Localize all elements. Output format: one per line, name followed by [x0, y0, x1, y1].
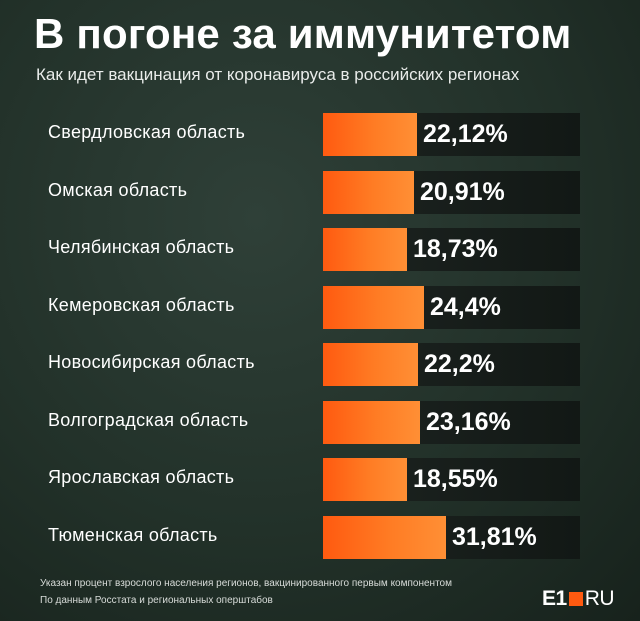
category-label: Волгоградская область [48, 409, 249, 430]
chart-subtitle: Как идет вакцинация от коронавируса в ро… [36, 65, 520, 84]
data-label: 18,55% [413, 465, 498, 493]
bar [323, 343, 418, 386]
bar [323, 113, 417, 156]
bar-row: Тюменская область 31,81% [0, 511, 640, 561]
bar-track: 18,55% [323, 458, 580, 501]
logo-square-icon [568, 592, 583, 606]
data-label: 22,12% [423, 120, 508, 148]
logo-suffix: RU [584, 587, 615, 610]
chart-title: В погоне за иммунитетом [34, 10, 572, 57]
data-label: 22,2% [424, 350, 495, 378]
bar-row: Ярославская область 18,55% [0, 453, 640, 503]
data-label: 31,81% [452, 522, 537, 551]
bar-track: 20,91% [323, 170, 580, 214]
bar [323, 170, 414, 214]
bar-row: Омская область 20,91% [0, 166, 640, 216]
bar-track: 18,73% [323, 228, 580, 271]
category-label: Омская область [48, 179, 188, 200]
data-label: 20,91% [420, 177, 505, 206]
bar-track: 22,2% [323, 343, 580, 386]
bar-row: Новосибирская область 22,2% [0, 338, 640, 388]
bar-row: Свердловская область 22,12% [0, 108, 640, 158]
category-label: Тюменская область [48, 524, 218, 545]
bar [323, 228, 407, 271]
e1-logo[interactable]: E1 RU [542, 587, 622, 613]
bar-row: Кемеровская область 24,4% [0, 281, 640, 331]
bar [323, 285, 424, 329]
data-label: 24,4% [430, 292, 501, 321]
category-label: Челябинская область [48, 237, 235, 257]
bar [323, 515, 446, 559]
category-label: Свердловская область [48, 122, 246, 142]
bar [323, 458, 407, 501]
bar-row: Волгоградская область 23,16% [0, 396, 640, 446]
bar-track: 24,4% [323, 285, 580, 329]
bar [323, 400, 420, 444]
bar-row: Челябинская область 18,73% [0, 223, 640, 273]
bar-track: 22,12% [323, 113, 580, 156]
bar-track: 31,81% [323, 515, 580, 559]
source-note: По данным Росстата и региональных опершт… [40, 595, 273, 606]
category-label: Новосибирская область [48, 352, 255, 372]
bar-track: 23,16% [323, 400, 580, 444]
category-label: Ярославская область [48, 467, 235, 487]
logo-main: E1 [542, 587, 567, 610]
data-label: 23,16% [426, 407, 511, 436]
category-label: Кемеровская область [48, 294, 235, 315]
footnote: Указан процент взрослого населения регио… [40, 578, 452, 589]
data-label: 18,73% [413, 235, 498, 263]
